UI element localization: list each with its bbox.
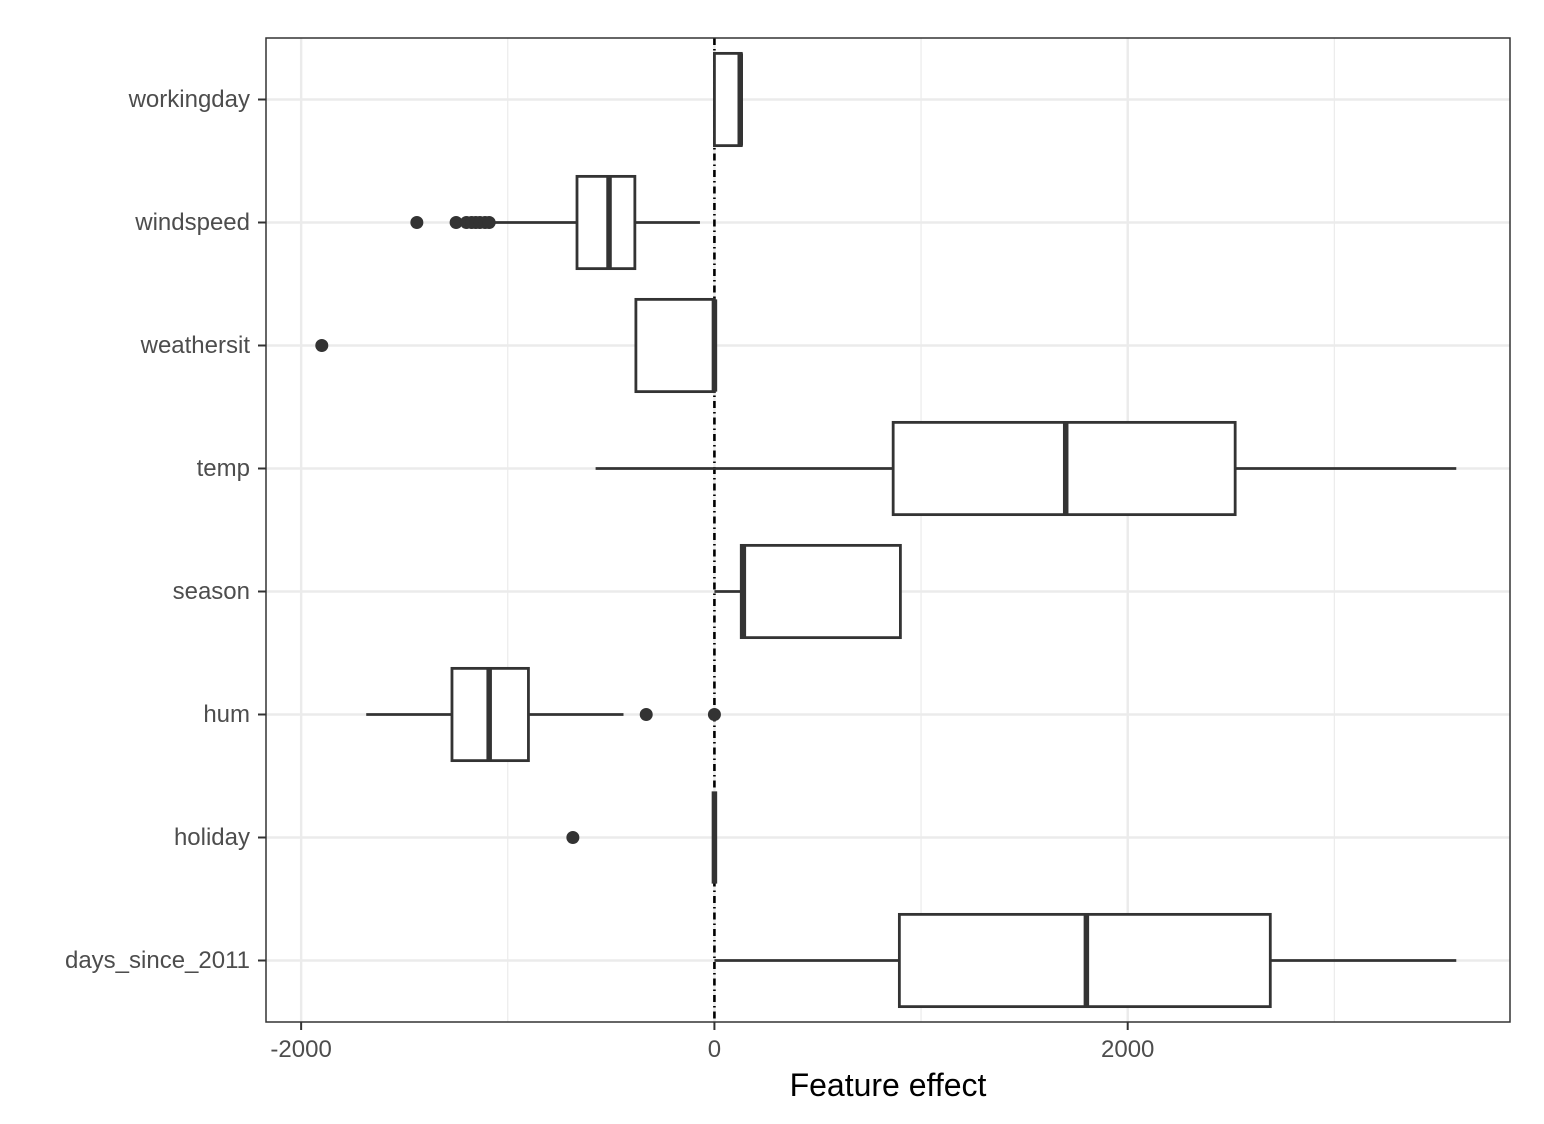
iqr-box [575, 174, 637, 271]
outlier-point [410, 216, 424, 229]
y-tick-label: temp [197, 455, 250, 482]
y-tick-label: hum [203, 701, 250, 728]
box-season [714, 543, 902, 640]
y-tick-label: workingday [128, 86, 250, 113]
x-tick-label: 2000 [1101, 1036, 1154, 1063]
x-tick-label: -2000 [270, 1036, 331, 1063]
outlier-point [707, 708, 721, 721]
x-tick-label: 0 [708, 1036, 721, 1063]
box-windspeed [410, 174, 700, 271]
box-hum [366, 666, 721, 763]
y-axis: workingday windspeed weathersit temp season h… [65, 86, 266, 974]
panel-border [265, 37, 1511, 1023]
x-axis: -2000 0 2000 [270, 1022, 1154, 1063]
iqr-box [634, 297, 716, 394]
outlier-point [449, 216, 463, 229]
y-tick-label: days_since_2011 [65, 947, 250, 974]
outlier-point [482, 216, 496, 229]
y-tick-label: windspeed [134, 209, 250, 236]
iqr-box [739, 543, 902, 640]
outlier-point [566, 831, 580, 844]
box-days-since-2011 [714, 912, 1457, 1009]
box-series [315, 51, 1457, 1009]
x-axis-title: Feature effect [790, 1067, 987, 1103]
y-tick-label: weathersit [140, 332, 251, 359]
y-tick-label: holiday [174, 824, 250, 851]
box-temp [595, 420, 1457, 517]
y-tick-label: season [173, 578, 250, 605]
outlier-point [315, 339, 329, 352]
outlier-point [639, 708, 653, 721]
box-workingday [713, 51, 743, 148]
box-weathersit [315, 297, 718, 394]
iqr-box [713, 51, 743, 148]
box-holiday [566, 791, 718, 884]
